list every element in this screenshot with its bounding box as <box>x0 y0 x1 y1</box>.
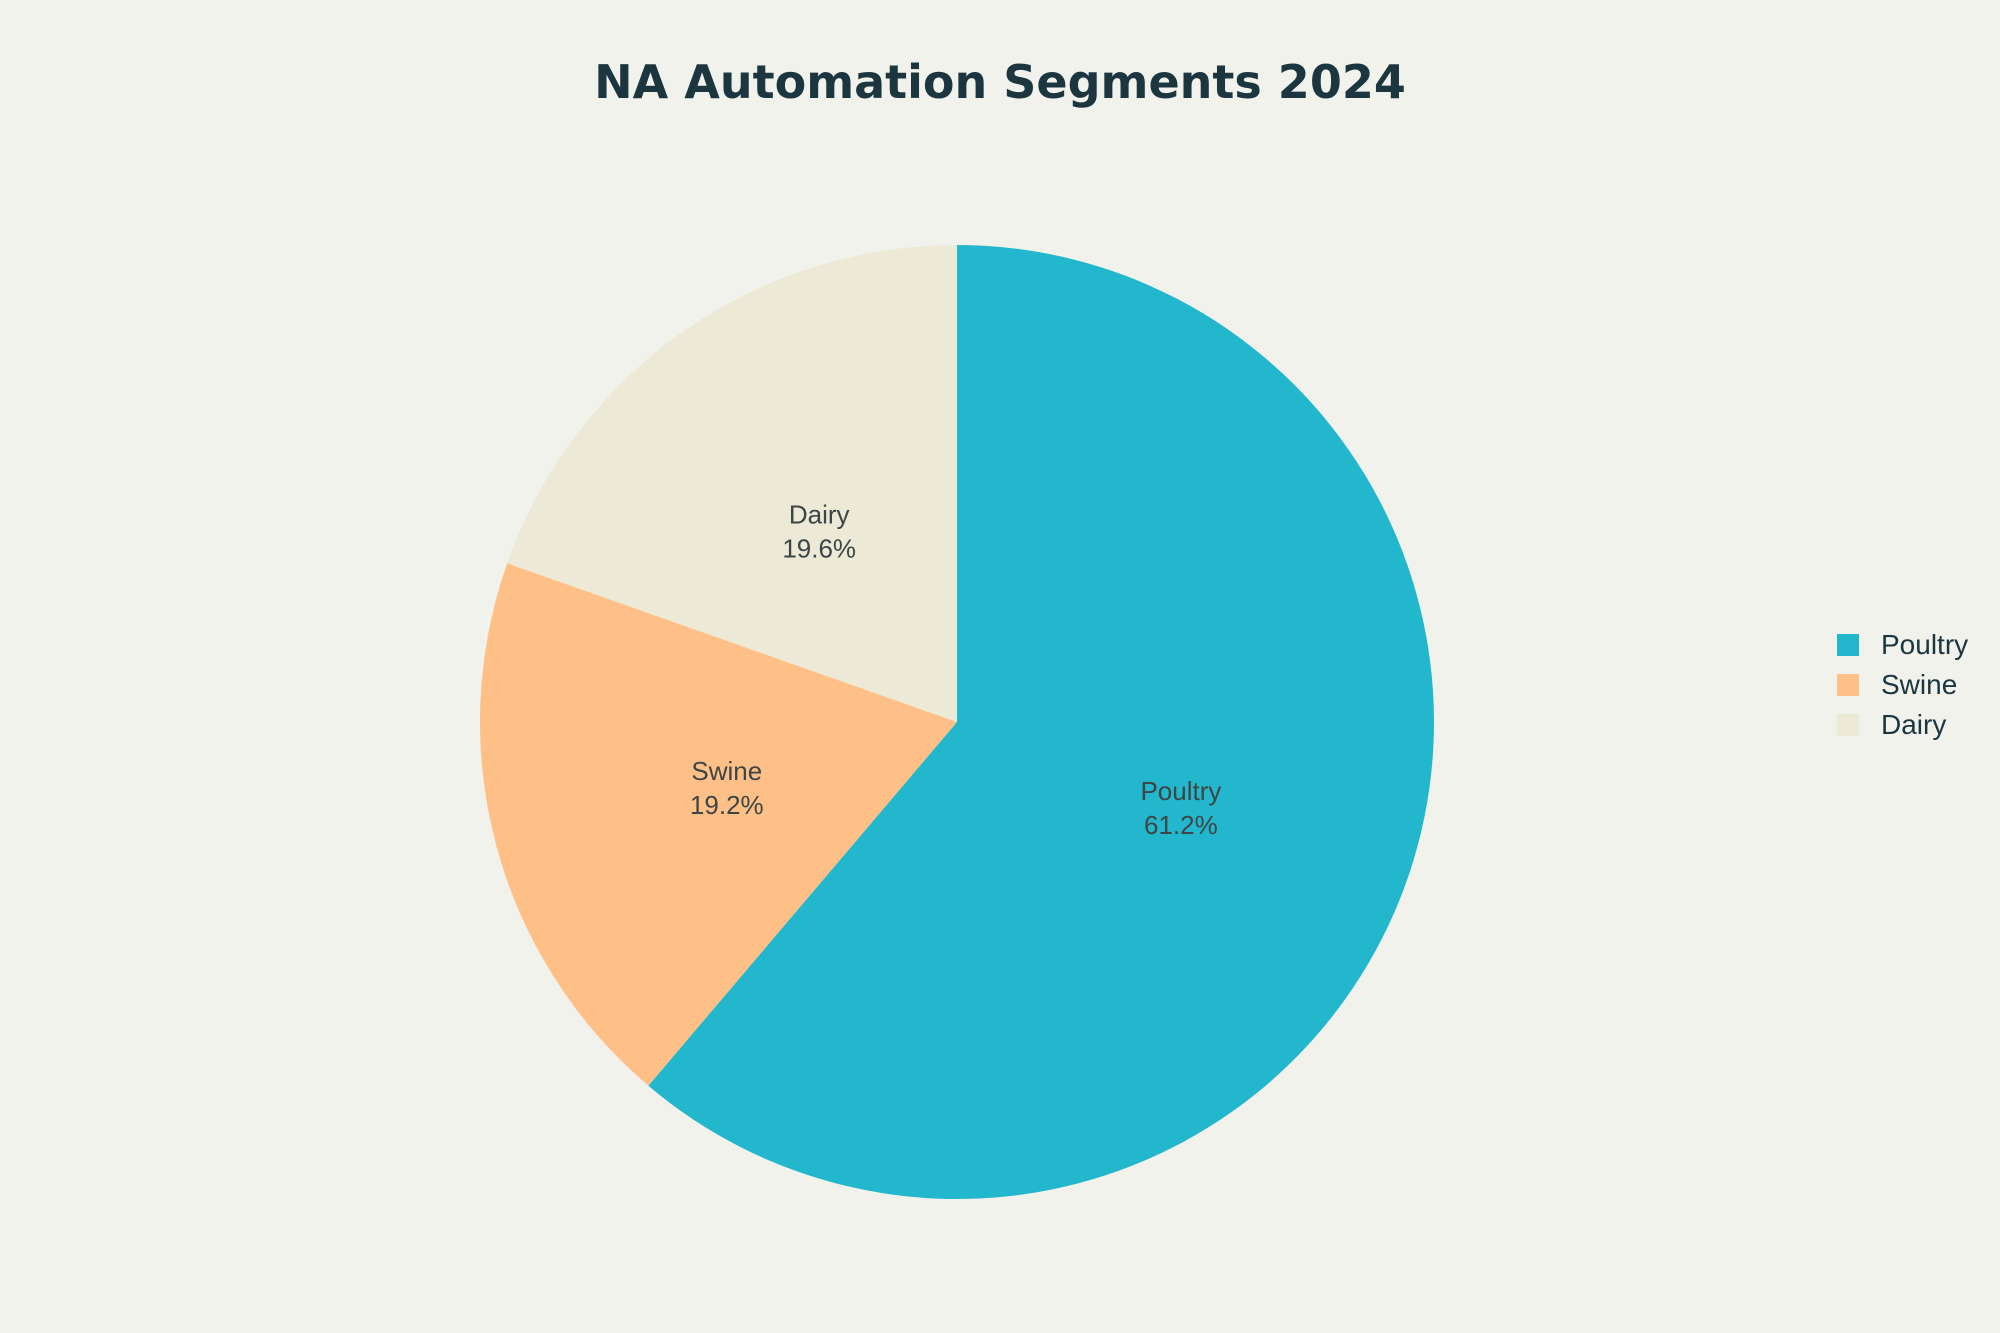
slice-value-poultry: 61.2% <box>1144 810 1218 840</box>
slice-value-swine: 19.2% <box>690 790 764 820</box>
pie-slice-swine[interactable] <box>479 563 957 1086</box>
slice-label-swine: Swine <box>691 756 762 786</box>
slice-labels: Poultry 61.2% Swine 19.2% Dairy 19.6% <box>690 499 1221 840</box>
legend: Poultry Swine Dairy <box>1837 629 1968 740</box>
slice-label-dairy: Dairy <box>789 499 850 529</box>
pie-slice-poultry[interactable] <box>648 245 1434 1199</box>
legend-swatch-poultry[interactable] <box>1837 634 1859 656</box>
legend-label-swine[interactable]: Swine <box>1881 669 1957 700</box>
legend-label-poultry[interactable]: Poultry <box>1881 629 1968 660</box>
chart-title: NA Automation Segments 2024 <box>594 55 1406 109</box>
legend-swatch-swine[interactable] <box>1837 674 1859 696</box>
legend-label-dairy[interactable]: Dairy <box>1881 709 1946 740</box>
slice-value-dairy: 19.6% <box>782 533 856 563</box>
pie-slices <box>479 245 1434 1199</box>
slice-label-poultry: Poultry <box>1140 776 1221 806</box>
pie-slice-dairy[interactable] <box>507 245 957 722</box>
legend-swatch-dairy[interactable] <box>1837 714 1859 736</box>
